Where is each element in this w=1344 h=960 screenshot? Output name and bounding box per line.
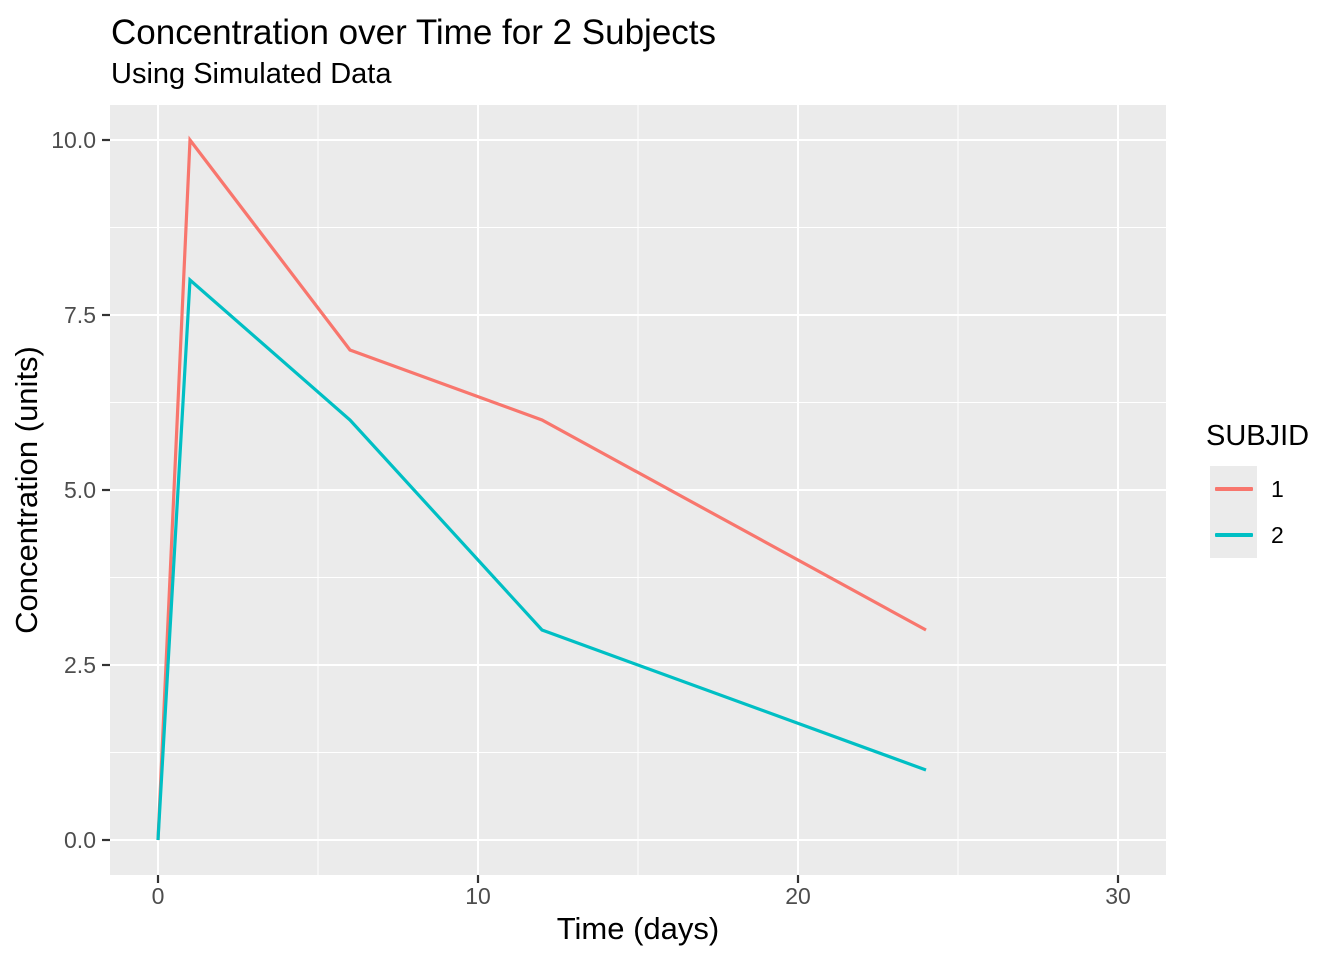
y-tick-label: 7.5: [64, 301, 96, 328]
y-tick-label: 2.5: [64, 651, 96, 678]
x-tick-label: 10: [465, 883, 491, 909]
legend-title: SUBJID: [1206, 420, 1310, 452]
legend-key-line-icon: [1214, 533, 1253, 537]
series-line-1: [156, 135, 927, 841]
x-tick-label: 30: [1105, 883, 1131, 909]
chart-subtitle: Using Simulated Data: [111, 58, 392, 90]
legend-item-2: 2: [1210, 512, 1309, 558]
y-tick-label: 10.0: [51, 126, 96, 153]
chart-title: Concentration over Time for 2 Subjects: [111, 13, 717, 52]
y-tick-label: 0.0: [64, 826, 96, 853]
legend-key: [1210, 512, 1257, 558]
legend-label: 1: [1271, 476, 1284, 502]
legend-key: [1210, 466, 1257, 512]
x-axis-title: Time (days): [556, 911, 720, 946]
x-tick-label: 0: [151, 883, 165, 909]
legend-label: 2: [1271, 522, 1284, 548]
y-tick-label: 5.0: [64, 476, 96, 503]
legend-key-line-icon: [1214, 487, 1253, 491]
series-line-2: [156, 276, 927, 841]
x-tick-label: 20: [785, 883, 811, 909]
y-axis-title: Concentration (units): [9, 346, 44, 634]
legend-item-1: 1: [1210, 466, 1309, 512]
